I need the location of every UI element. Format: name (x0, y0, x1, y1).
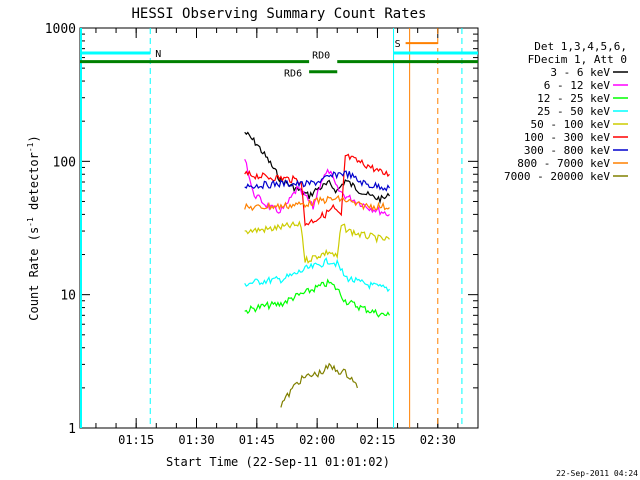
rd6-label: RD6 (284, 69, 302, 80)
series-line-1 (244, 158, 390, 217)
y-axis-label-mid: detector (27, 152, 41, 217)
legend-label-8: 7000 - 20000 keV (504, 170, 610, 183)
plot-frame (79, 27, 479, 429)
y-axis-label-sup1: -1 (26, 217, 35, 227)
legend-label-3: 25 - 50 keV (537, 105, 610, 118)
y-tick-label-0: 1 (68, 422, 76, 437)
x-tick-label-0: 01:15 (118, 433, 154, 447)
night-label: N (155, 49, 161, 60)
series-line-7 (244, 194, 390, 212)
legend-header-line2: FDecim 1, Att 0 (528, 53, 627, 66)
y-tick-label-1: 10 (60, 289, 76, 304)
legend-label-0: 3 - 6 keV (550, 66, 610, 79)
series-line-6 (244, 170, 391, 192)
series-line-4 (244, 220, 390, 264)
x-tick-label-3: 02:00 (299, 433, 335, 447)
legend-label-2: 12 - 25 keV (537, 92, 610, 105)
x-tick-label-2: 01:45 (239, 433, 275, 447)
rd0-label: RD0 (312, 51, 330, 62)
y-tick-label-2: 100 (53, 155, 76, 170)
y-axis-label-end: ) (27, 135, 41, 142)
chart-title: HESSI Observing Summary Count Rates (131, 6, 426, 22)
x-tick-label-1: 01:30 (178, 433, 214, 447)
legend-label-4: 50 - 100 keV (531, 118, 611, 131)
legend: Det 1,3,4,5,6, FDecim 1, Att 0 3 - 6 keV… (504, 40, 628, 183)
series-line-3 (244, 257, 390, 293)
legend-label-5: 100 - 300 keV (524, 131, 610, 144)
series-line-2 (244, 278, 391, 318)
y-tick-label-3: 1000 (45, 22, 76, 37)
legend-label-7: 800 - 7000 keV (517, 157, 610, 170)
x-axis-label: Start Time (22-Sep-11 01:01:02) (166, 455, 390, 469)
saa-label: S (395, 39, 401, 50)
y-axis-label: Count Rate (s-1 detector-1) (26, 135, 41, 320)
y-axis-label-sup2: -1 (26, 142, 35, 152)
y-axis-label-main: Count Rate (s (27, 227, 41, 321)
series-line-5 (244, 153, 390, 227)
legend-label-1: 6 - 12 keV (544, 79, 611, 92)
x-tick-label-4: 02:15 (359, 433, 395, 447)
plot-area: 01:15 01:30 01:45 02:00 02:15 02:30 1 10 100 1000… (45, 22, 479, 447)
series-line-0 (244, 131, 390, 205)
series-line-8 (280, 362, 358, 408)
legend-label-6: 300 - 800 keV (524, 144, 610, 157)
footer-date: 22-Sep-2011 04:24 (556, 469, 638, 478)
legend-header-line1: Det 1,3,4,5,6, (534, 40, 627, 53)
x-tick-label-5: 02:30 (420, 433, 456, 447)
